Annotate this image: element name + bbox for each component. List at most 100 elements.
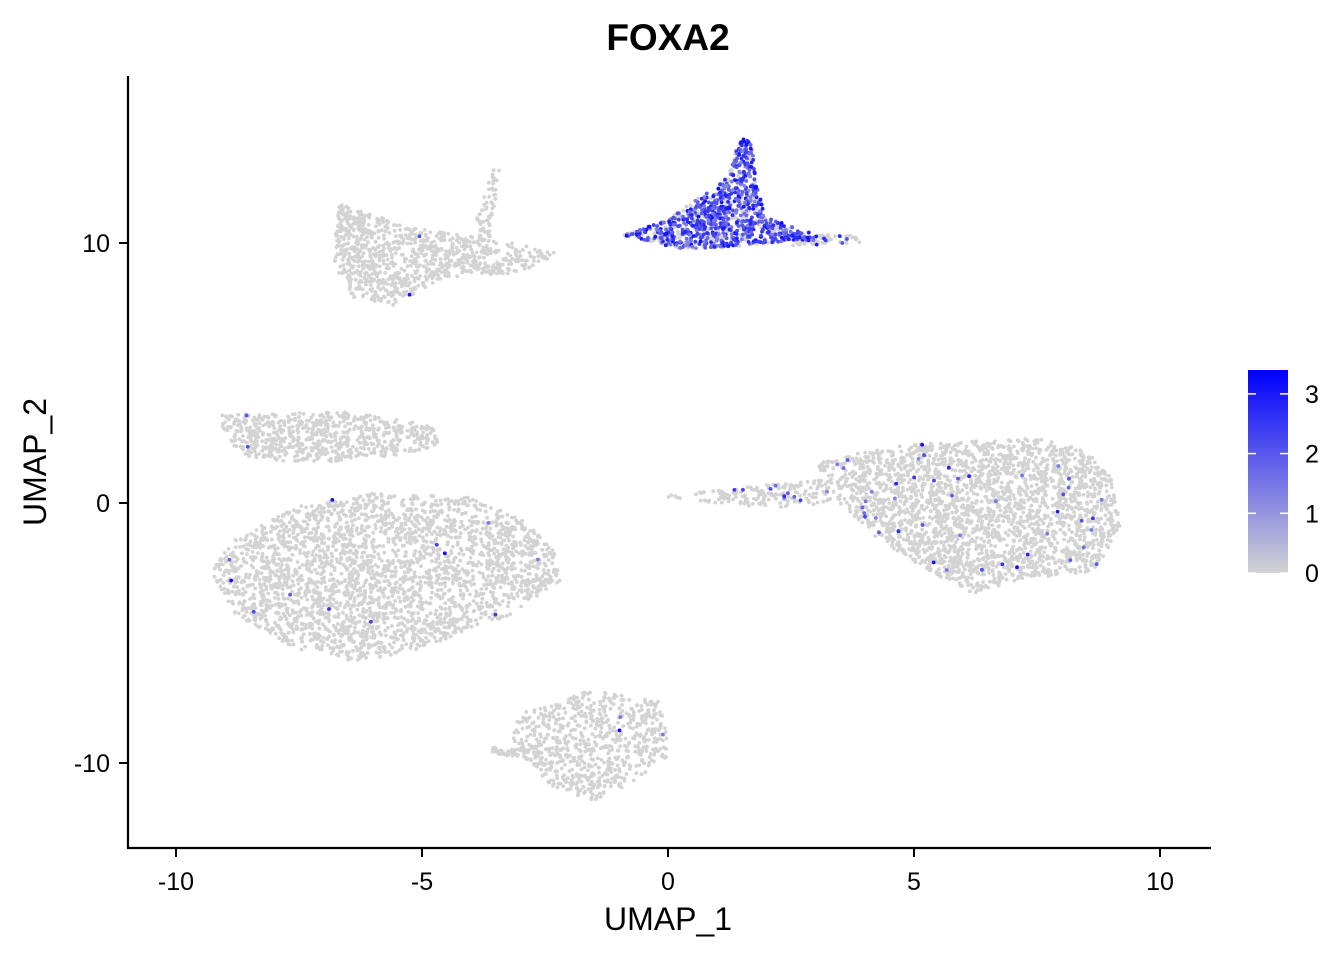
cell-point — [260, 526, 265, 531]
cell-point — [315, 538, 320, 543]
cell-point — [398, 538, 403, 543]
cell-point — [507, 532, 512, 537]
cell-point — [379, 649, 383, 654]
cell-point — [531, 539, 536, 544]
cell-point — [504, 571, 509, 575]
cell-point — [355, 209, 360, 214]
cell-point — [410, 274, 414, 278]
cell-point — [468, 263, 473, 267]
cell-point — [450, 241, 455, 246]
cell-point — [396, 623, 400, 628]
cell-point — [504, 613, 509, 618]
cell-point — [424, 636, 428, 640]
cell-point — [402, 616, 407, 621]
cell-point — [345, 241, 349, 246]
cell-point — [368, 609, 373, 614]
cell-point — [426, 639, 431, 643]
cell-point — [279, 630, 283, 635]
cell-point — [377, 601, 381, 606]
cell-point — [413, 226, 418, 231]
cell-point — [277, 636, 282, 641]
cell-point — [301, 542, 306, 547]
cell-point — [254, 613, 258, 618]
cell-point — [238, 545, 243, 549]
cell-point — [505, 271, 510, 276]
cell-point — [443, 252, 448, 257]
cell-point — [356, 264, 361, 269]
cell-point — [241, 606, 245, 611]
cell-point — [439, 502, 444, 506]
cell-point — [391, 293, 396, 297]
cell-point — [327, 603, 332, 608]
cell-point — [285, 540, 289, 545]
cell-point — [453, 529, 458, 534]
cell-point — [408, 263, 413, 268]
cell-point — [433, 612, 438, 617]
cell-point — [420, 528, 425, 533]
cell-point — [337, 271, 342, 275]
cell-point — [273, 595, 277, 600]
cell-point — [478, 531, 483, 536]
cell-point — [356, 581, 360, 585]
cell-point — [388, 249, 393, 253]
cell-point — [332, 568, 337, 573]
cell-point — [479, 587, 484, 591]
cell-point — [361, 294, 365, 299]
cell-point — [488, 526, 493, 531]
cell-point — [282, 544, 287, 549]
cell-point — [423, 259, 428, 263]
cell-point — [451, 249, 455, 254]
cell-point — [440, 265, 444, 270]
cell-point — [539, 252, 544, 256]
cell-point — [429, 520, 433, 525]
cell-point — [333, 500, 338, 504]
cell-point — [396, 548, 400, 553]
cell-point — [335, 252, 340, 256]
cell-point — [472, 582, 476, 586]
cell-point — [333, 438, 338, 442]
cell-point — [273, 546, 277, 551]
cell-point — [373, 247, 378, 252]
cell-point — [343, 424, 347, 429]
cell-point — [447, 507, 452, 512]
cell-point — [485, 516, 489, 520]
cell-point — [350, 561, 354, 566]
cell-point — [281, 513, 286, 518]
cell-point — [391, 540, 396, 544]
cell-point — [502, 592, 506, 597]
cell-point — [291, 531, 296, 535]
cell-point — [353, 286, 358, 291]
cell-point — [424, 252, 428, 257]
cell-point — [352, 270, 357, 275]
cell-point — [453, 535, 458, 540]
cell-point — [333, 255, 338, 260]
cell-point — [372, 643, 376, 647]
cell-point — [244, 560, 249, 565]
cell-point — [280, 573, 285, 577]
cell-point — [417, 263, 422, 268]
cell-point — [281, 459, 286, 463]
cell-point — [411, 579, 415, 584]
cell-point — [526, 591, 530, 596]
cell-point — [470, 250, 475, 255]
cell-point — [403, 514, 408, 519]
cell-point — [307, 568, 311, 573]
cell-point — [392, 640, 396, 645]
cell-point — [403, 259, 407, 264]
cell-point — [262, 577, 267, 581]
cell-point — [462, 583, 466, 588]
cell-point — [391, 605, 396, 610]
cell-point — [300, 578, 305, 582]
cell-point — [493, 600, 497, 605]
cell-point — [338, 639, 342, 644]
cell-point — [393, 574, 397, 579]
cell-point — [320, 644, 324, 648]
cell-point — [440, 270, 444, 274]
cell-point — [369, 635, 374, 640]
cell-point — [392, 246, 397, 250]
cell-point — [379, 525, 384, 530]
cell-point — [419, 564, 423, 569]
cell-point — [282, 530, 287, 534]
cell-point — [290, 552, 295, 557]
cell-point — [333, 503, 338, 508]
